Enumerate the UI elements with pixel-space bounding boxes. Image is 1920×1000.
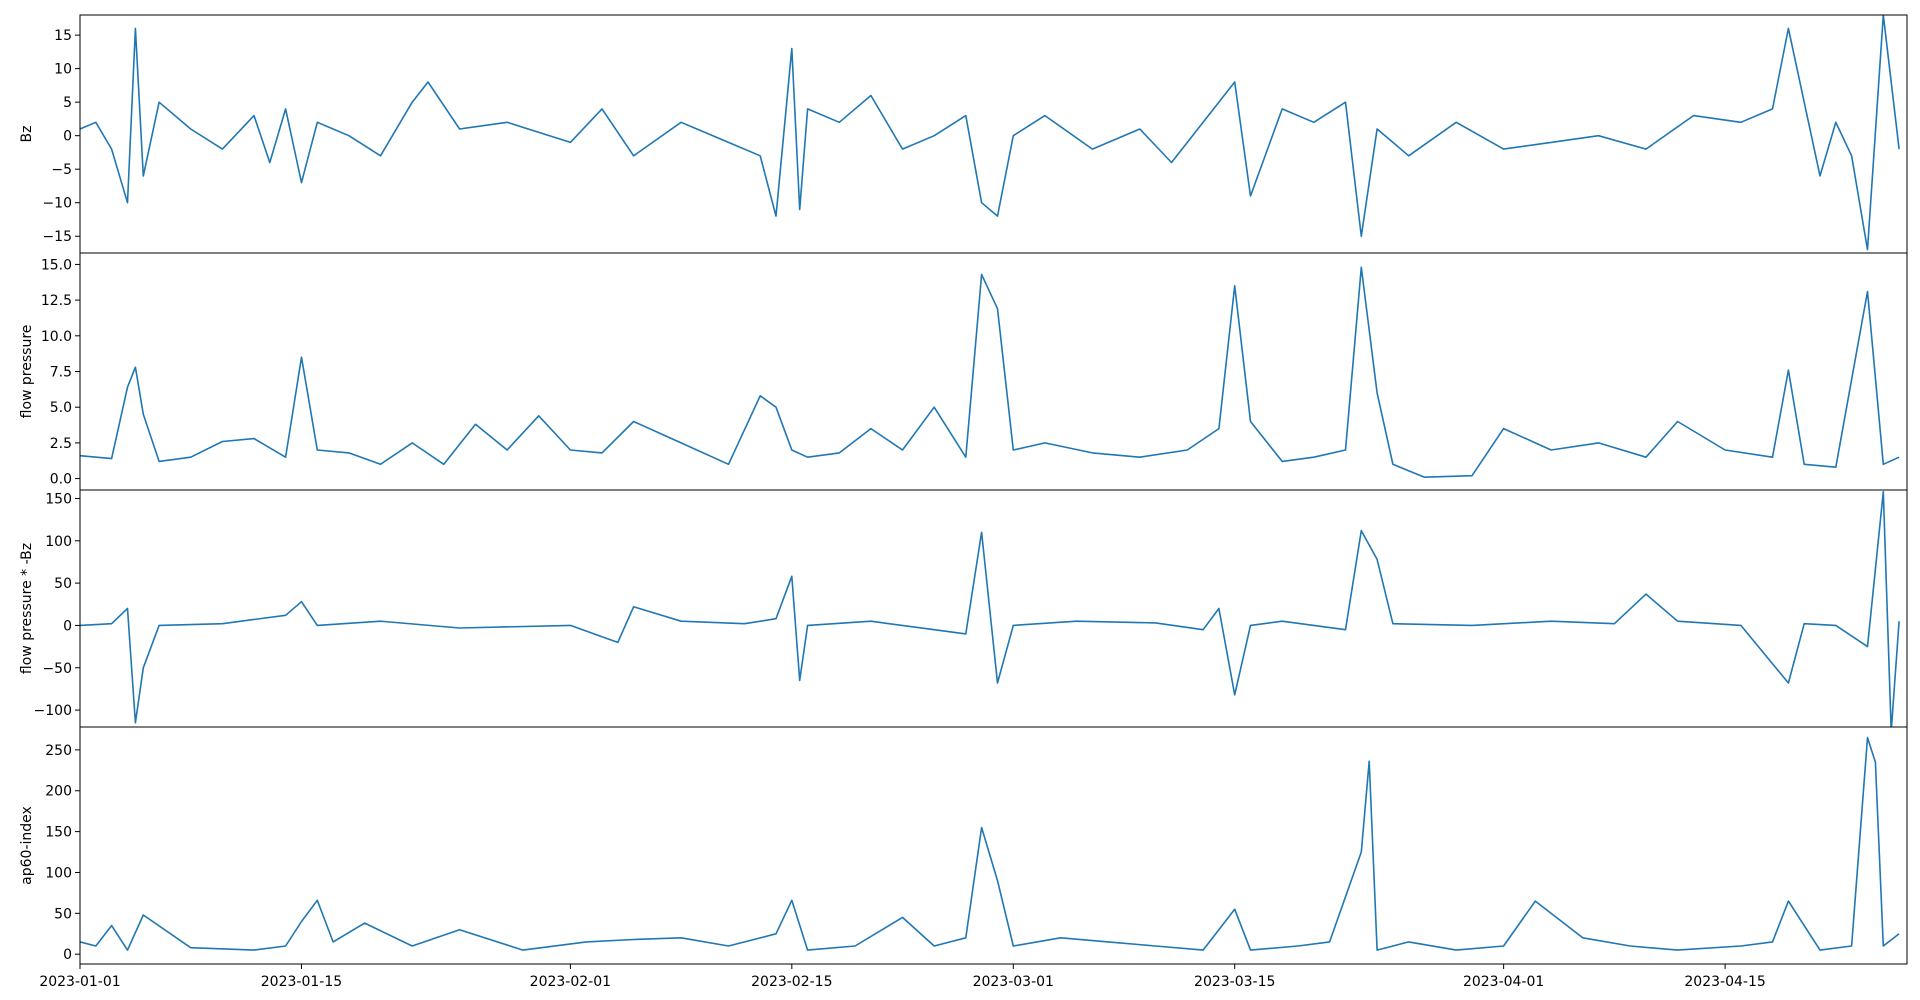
y-tick-label: −100 (34, 703, 72, 719)
y-tick-label: −15 (42, 229, 72, 245)
plot-frame (79, 726, 1908, 965)
y-tick-label: 250 (45, 743, 72, 759)
y-tick-label: −10 (42, 196, 72, 212)
y-axis-label: Bz (19, 126, 35, 143)
panel-4: 0 50 100 150 200 250 ap60-index (19, 726, 1908, 965)
plot-frame (79, 14, 1908, 254)
y-axis-label: flow pressure * -Bz (19, 543, 35, 674)
y-tick-label: 12.5 (41, 293, 72, 309)
y-tick-label: 50 (54, 906, 72, 922)
y-tick-label: 5.0 (50, 400, 72, 416)
x-tick-label: 2023-03-15 (1194, 974, 1275, 990)
plot-frame (79, 489, 1908, 728)
series-line-1 (80, 15, 1900, 251)
x-tick-label: 2023-04-15 (1684, 974, 1765, 990)
y-tick-label: 2.5 (50, 436, 72, 452)
y-axis-label: ap60-index (19, 806, 35, 885)
y-tick-label: 200 (45, 784, 72, 800)
panel-1: −15 −10 −5 0 5 10 15 Bz (19, 14, 1908, 254)
series-line-3 (80, 490, 1900, 727)
x-tick-label: 2023-02-01 (530, 974, 611, 990)
y-tick-label: 15.0 (41, 257, 72, 273)
y-tick-label: 100 (45, 865, 72, 881)
y-tick-label: 100 (45, 534, 72, 550)
x-tick-label: 2023-01-01 (39, 974, 120, 990)
y-tick-label: −50 (42, 661, 72, 677)
series-line-4 (80, 736, 1900, 951)
y-tick-label: 0 (63, 129, 72, 145)
y-tick-label: 150 (45, 825, 72, 841)
panel-3: −100 −50 0 50 100 150 flow pressure * -Bz (19, 489, 1908, 728)
y-tick-label: 10.0 (41, 329, 72, 345)
y-tick-label: −5 (51, 162, 72, 178)
y-tick-label: 0.0 (50, 472, 72, 488)
y-tick-label: 15 (54, 28, 72, 44)
panel-2: 0.0 2.5 5.0 7.5 10.0 12.5 15.0 flow pressure (19, 252, 1908, 491)
x-tick-label: 2023-02-15 (751, 974, 832, 990)
y-axis-label: flow pressure (19, 325, 35, 419)
x-axis: 2023-01-01 2023-01-15 2023-02-01 2023-02-15… (39, 964, 1766, 990)
y-tick-label: 7.5 (50, 365, 72, 381)
x-tick-label: 2023-04-01 (1463, 974, 1544, 990)
y-tick-label: 50 (54, 576, 72, 592)
x-tick-label: 2023-03-01 (973, 974, 1054, 990)
y-tick-label: 0 (63, 618, 72, 634)
y-tick-label: 150 (45, 491, 72, 507)
y-tick-label: 0 (63, 947, 72, 963)
y-tick-label: 5 (63, 95, 72, 111)
x-tick-label: 2023-01-15 (261, 974, 342, 990)
y-tick-label: 10 (54, 62, 72, 78)
series-line-2 (80, 266, 1900, 479)
